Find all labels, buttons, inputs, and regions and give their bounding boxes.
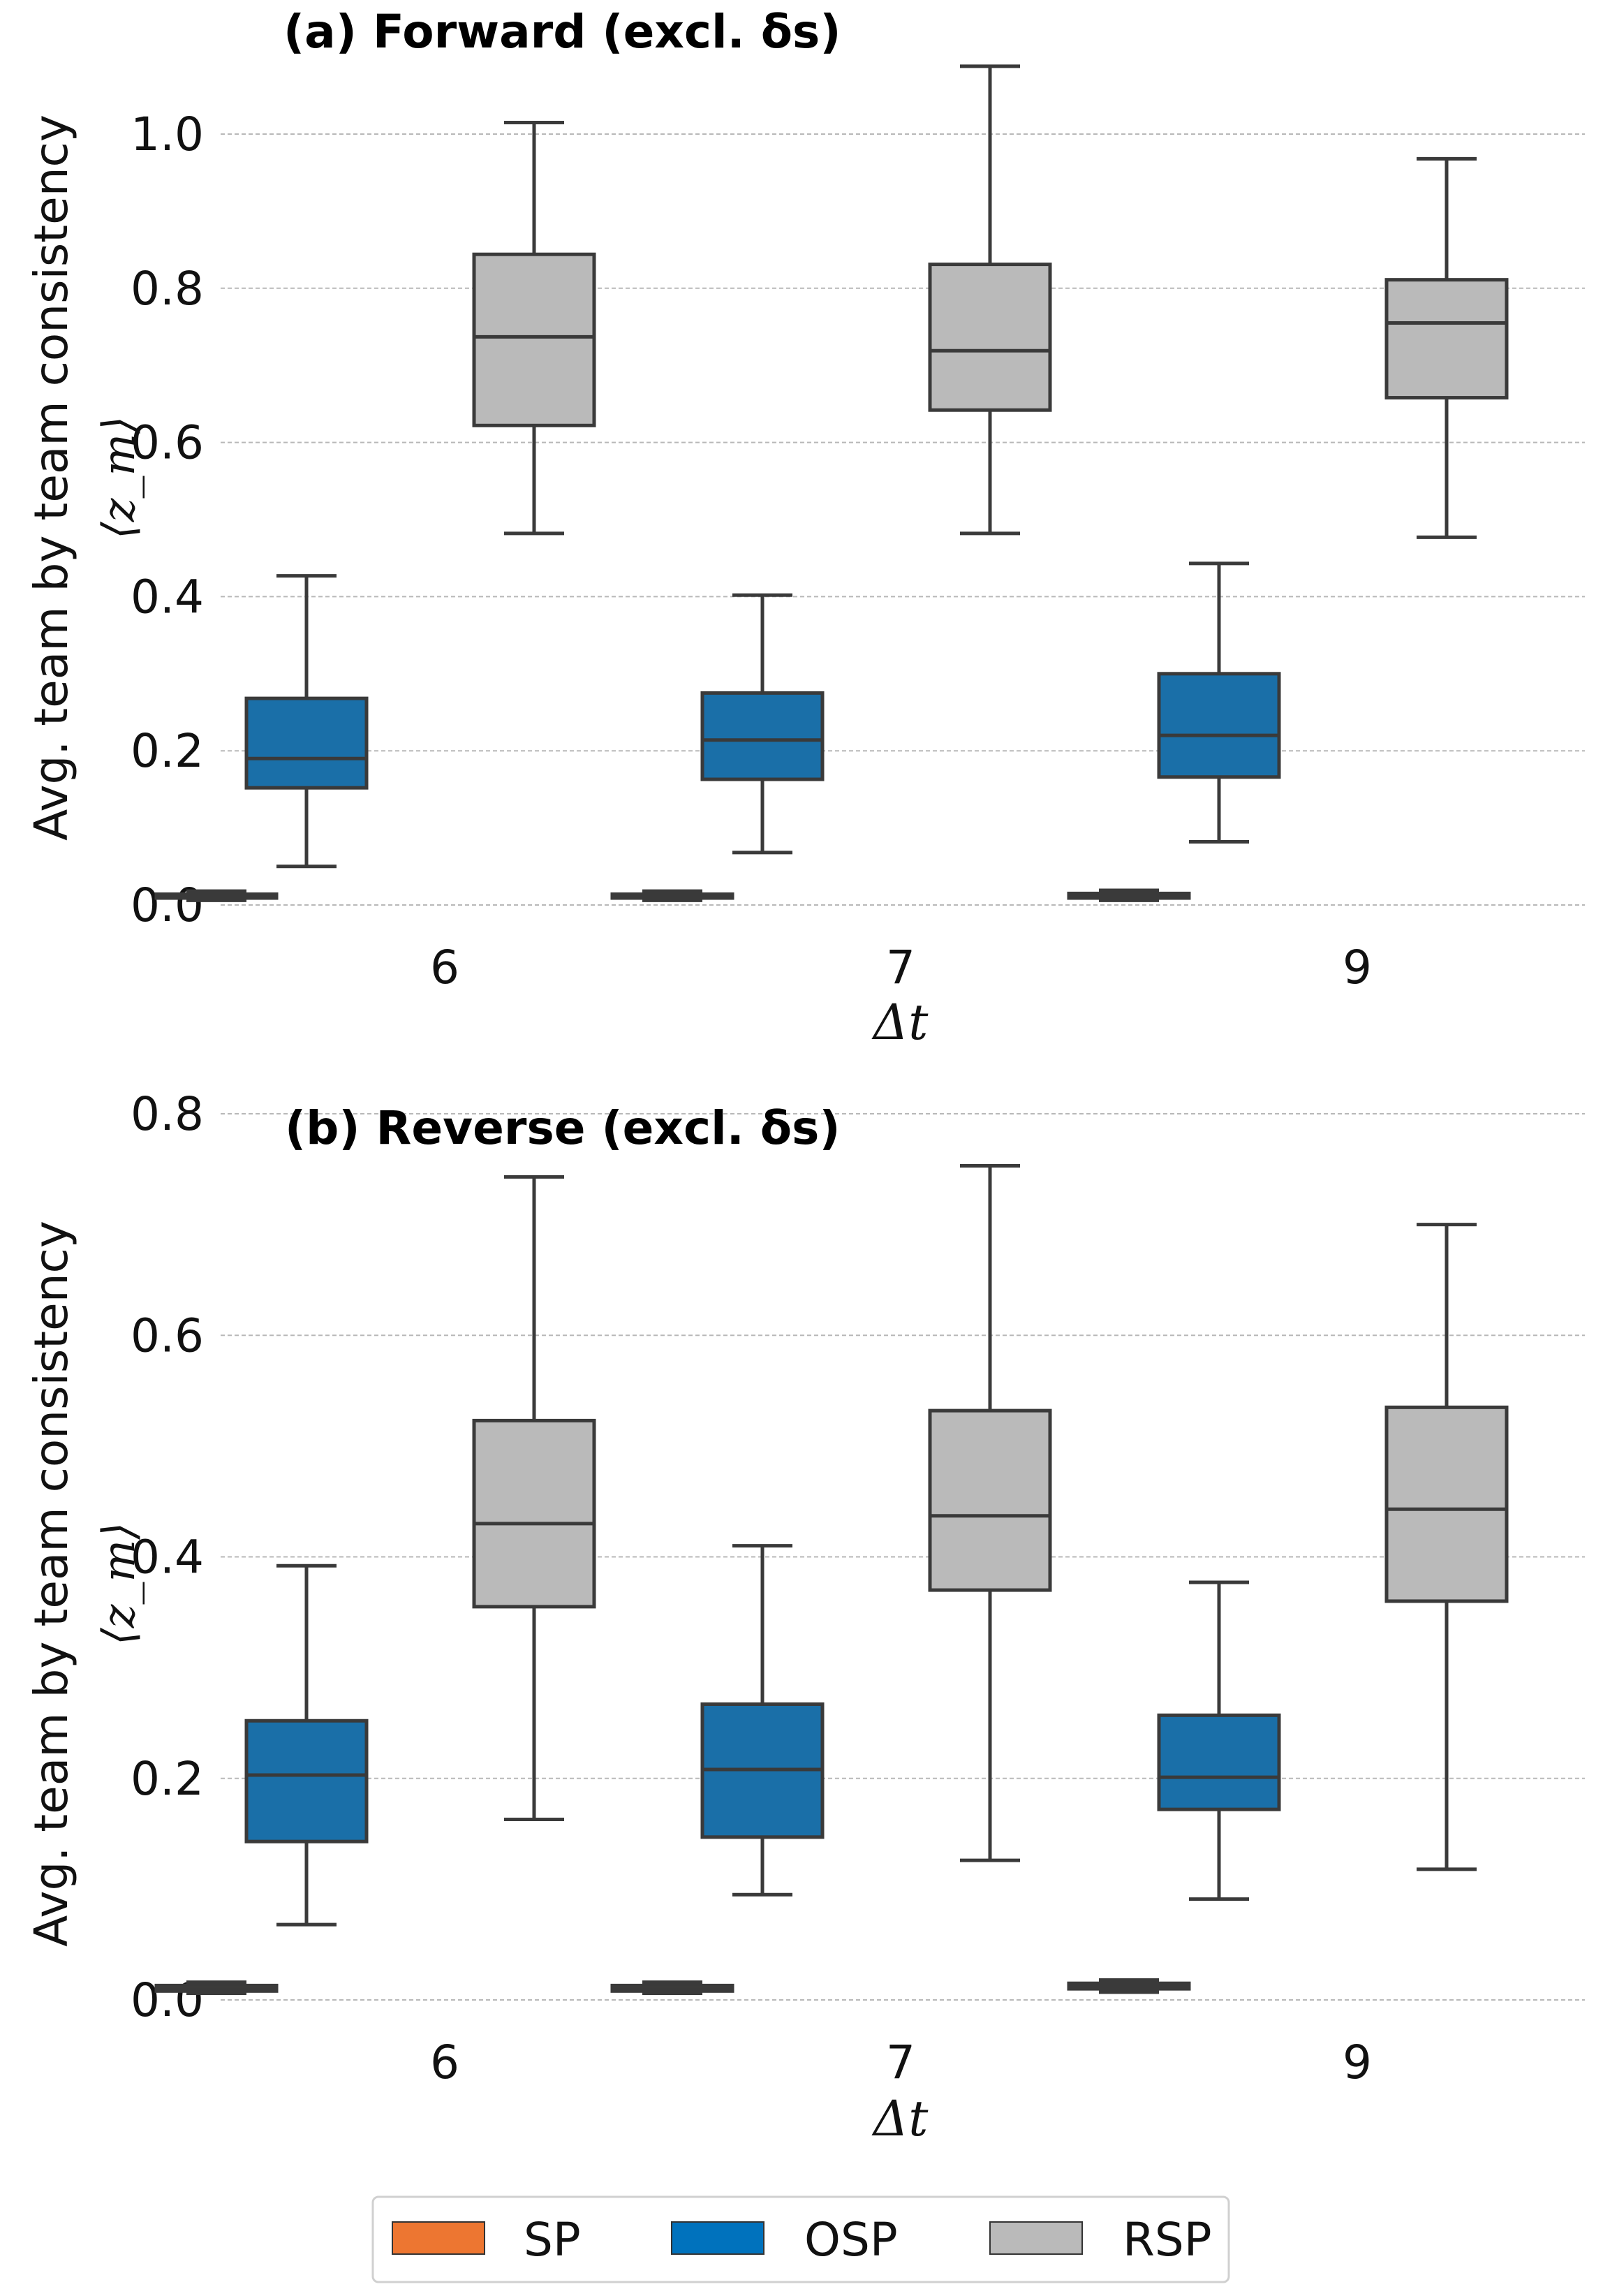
y-axis-label-math: ⟨z_m⟩ <box>94 1522 145 1645</box>
y-tick-label: 0.4 <box>131 1531 204 1584</box>
x-tick-label: 6 <box>430 941 459 994</box>
box-rsp <box>1384 1223 1509 1871</box>
box-osp <box>244 574 369 869</box>
legend-swatch-rsp <box>989 2221 1083 2255</box>
box-body <box>700 691 825 781</box>
x-tick-label: 6 <box>430 2036 459 2089</box>
box-osp <box>1157 1580 1281 1901</box>
box-rsp <box>472 1175 596 1821</box>
box-sp <box>610 1980 734 1995</box>
y-tick-label: 1.0 <box>131 108 204 161</box>
legend-frame <box>371 2195 1230 2283</box>
y-axis-label: Avg. team by team consistency <box>24 1221 78 1947</box>
legend-swatch-osp <box>671 2221 764 2255</box>
y-tick-label: 0.2 <box>131 1752 204 1806</box>
box-osp <box>1157 561 1281 844</box>
box-rsp <box>1384 156 1509 539</box>
box-body <box>1157 1713 1281 1811</box>
box-sp <box>610 889 734 902</box>
y-axis-label: Avg. team by team consistency <box>24 115 78 841</box>
box-body <box>244 696 369 790</box>
y-tick-label: 0.0 <box>131 878 204 932</box>
x-tick-label: 9 <box>1343 2036 1372 2089</box>
box-rsp <box>928 64 1052 536</box>
x-axis-label: Δt <box>871 2090 929 2147</box>
y-tick-label: 0.8 <box>131 262 204 316</box>
x-tick-label: 7 <box>886 2036 915 2089</box>
box-body <box>928 263 1052 412</box>
box-sp <box>1067 1978 1191 1994</box>
x-tick-label: 9 <box>1343 941 1372 994</box>
box-body <box>928 1408 1052 1592</box>
box-osp <box>244 1563 369 1927</box>
panel-title: (a) Forward (excl. δs) <box>283 5 841 59</box>
box-body <box>472 252 596 427</box>
box-body <box>1384 278 1509 400</box>
y-tick-label: 0.8 <box>131 1087 204 1141</box>
x-axis-label: Δt <box>871 994 929 1051</box>
box-body <box>1384 1405 1509 1603</box>
legend-label-rsp: RSP <box>1123 2213 1212 2267</box>
box-body <box>244 1719 369 1844</box>
box-sp <box>154 889 279 902</box>
box-sp <box>1067 888 1191 902</box>
box-osp <box>700 593 825 855</box>
legend-swatch-sp <box>392 2221 485 2255</box>
box-rsp <box>472 120 596 536</box>
y-tick-label: 0.2 <box>131 724 204 778</box>
y-tick-label: 0.4 <box>131 570 204 624</box>
panel-title: (b) Reverse (excl. δs) <box>285 1101 841 1155</box>
box-sp <box>154 1980 279 1995</box>
legend-label-sp: SP <box>524 2213 581 2267</box>
legend: SP OSP RSP <box>371 2195 1230 2283</box>
box-rsp <box>928 1164 1052 1862</box>
x-tick-label: 7 <box>886 941 915 994</box>
y-tick-label: 0.6 <box>131 416 204 470</box>
box-body <box>472 1418 596 1609</box>
legend-label-osp: OSP <box>804 2213 898 2267</box>
box-osp <box>700 1544 825 1897</box>
panel-forward: 0.0 0.2 0.4 0.6 0.8 1.0 6 7 9 Δt Avg. team by team… <box>24 5 1585 1051</box>
y-axis-label-math: ⟨z_m⟩ <box>94 416 145 539</box>
box-body <box>1157 672 1281 779</box>
y-tick-label: 0.6 <box>131 1309 204 1362</box>
